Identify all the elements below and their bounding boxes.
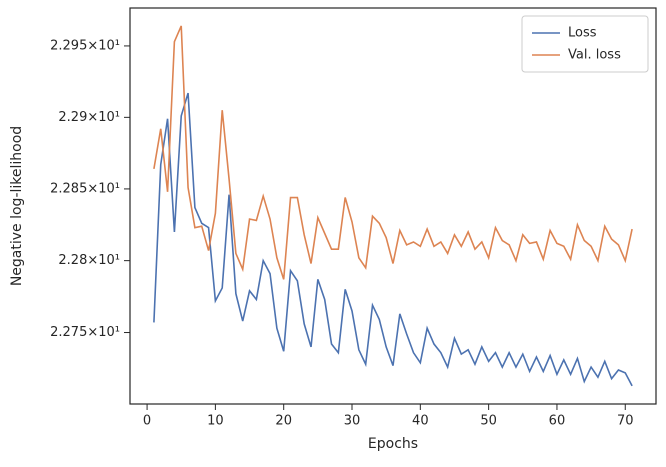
x-tick-label: 40	[412, 414, 429, 429]
y-tick-label: 2.28×10¹	[58, 253, 120, 268]
x-tick-label: 30	[344, 414, 361, 429]
x-axis-label: Epochs	[368, 436, 418, 452]
y-axis-label: Negative log-likelihood	[9, 126, 25, 286]
x-tick-label: 0	[143, 414, 151, 429]
plot-frame	[129, 7, 657, 405]
legend-label: Val. loss	[568, 48, 621, 63]
x-tick-label: 10	[207, 414, 224, 429]
legend-label: Loss	[568, 26, 597, 41]
y-tick-label: 2.29×10¹	[58, 110, 120, 125]
line	[153, 92, 633, 387]
y-tick-label: 2.285×10¹	[50, 181, 120, 196]
y-tick-label: 2.295×10¹	[50, 38, 120, 53]
x-tick-label: 20	[275, 414, 292, 429]
y-tick-label: 2.275×10¹	[50, 325, 120, 340]
line	[153, 25, 633, 280]
legend-box	[521, 15, 649, 73]
x-tick-label: 60	[549, 414, 566, 429]
x-tick-label: 70	[617, 414, 634, 429]
x-tick-label: 50	[480, 414, 497, 429]
